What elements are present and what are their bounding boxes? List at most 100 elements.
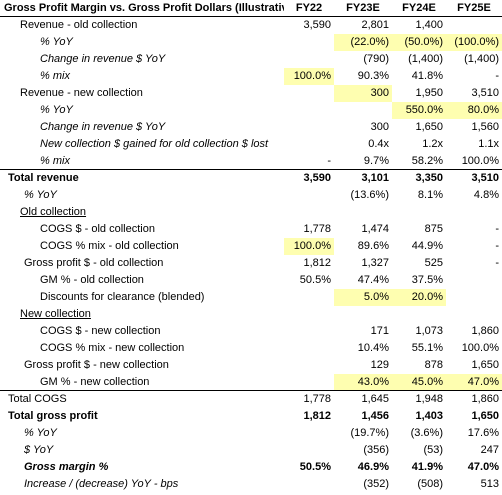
cell-fy25e: - bbox=[495, 223, 499, 235]
cell-fy24e: 3,350 bbox=[415, 172, 443, 184]
cell-fy25e bbox=[446, 272, 502, 289]
cell-fy23e: (352) bbox=[363, 478, 389, 490]
row-gm-pct-new-collection: GM % - new collection 43.0% 45.0% 47.0% bbox=[0, 374, 502, 391]
cell-fy24e bbox=[392, 204, 446, 221]
cell-fy22 bbox=[284, 51, 334, 68]
cell-fy22 bbox=[284, 340, 334, 357]
row-label: Increase / (decrease) YoY - bps bbox=[24, 478, 179, 490]
row-new-collection-heading: New collection bbox=[0, 306, 502, 323]
row-label: Total gross profit bbox=[8, 410, 98, 422]
row-cogs-mix-old-collection: COGS % mix - old collection 100.0% 89.6% 44… bbox=[0, 238, 502, 255]
row-label: New collection bbox=[20, 308, 91, 320]
row-cogs-mix-new-collection: COGS % mix - new collection 10.4% 55.1% 100… bbox=[0, 340, 502, 357]
cell-fy22 bbox=[284, 34, 334, 51]
cell-fy22 bbox=[284, 187, 334, 204]
header-row: Gross Profit Margin vs. Gross Profit Dol… bbox=[0, 0, 502, 17]
cell-fy25e: 100.0% bbox=[461, 155, 499, 167]
row-label: % YoY bbox=[40, 36, 73, 48]
cell-fy23e: 0.4x bbox=[368, 138, 389, 150]
column-header-fy24e: FY24E bbox=[402, 2, 436, 14]
cell-fy23e: 5.0% bbox=[334, 289, 392, 306]
cell-fy22 bbox=[284, 323, 334, 340]
cell-fy25e: 3,510 bbox=[471, 172, 499, 184]
cell-fy25e: 513 bbox=[480, 478, 499, 490]
row-label: % mix bbox=[40, 155, 70, 167]
cell-fy23e: 1,645 bbox=[361, 393, 389, 405]
cell-fy23e bbox=[334, 204, 392, 221]
row-revenue-old-yoy-pct: % YoY (22.0%) (50.0%) (100.0%) bbox=[0, 34, 502, 51]
cell-fy23e: 171 bbox=[370, 325, 389, 337]
row-gross-profit-old-collection: Gross profit $ - old collection 1,812 1,32… bbox=[0, 255, 502, 272]
cell-fy22 bbox=[284, 85, 334, 102]
row-total-revenue: Total revenue 3,590 3,101 3,350 3,510 bbox=[0, 170, 502, 187]
cell-fy24e: 878 bbox=[424, 359, 443, 371]
row-revenue-old-collection: Revenue - old collection 3,590 2,801 1,400 bbox=[0, 17, 502, 34]
cell-fy22: 50.5% bbox=[299, 274, 331, 286]
cell-fy25e bbox=[446, 204, 502, 221]
cell-fy23e: 129 bbox=[370, 359, 389, 371]
cell-fy24e: 45.0% bbox=[392, 374, 446, 391]
cell-fy23e bbox=[334, 306, 392, 323]
cell-fy24e: 44.9% bbox=[411, 240, 443, 252]
cell-fy24e: 1,073 bbox=[415, 325, 443, 337]
cell-fy23e: 10.4% bbox=[357, 342, 389, 354]
row-gm-pct-old-collection: GM % - old collection 50.5% 47.4% 37.5% bbox=[0, 272, 502, 289]
row-total-gross-profit: Total gross profit 1,812 1,456 1,403 1,650 bbox=[0, 408, 502, 425]
row-revenue-old-mix-pct: % mix 100.0% 90.3% 41.8% - bbox=[0, 68, 502, 85]
cell-fy25e: - bbox=[495, 257, 499, 269]
cell-fy23e: 9.7% bbox=[363, 155, 389, 167]
cell-fy22 bbox=[284, 204, 334, 221]
cell-fy22 bbox=[284, 306, 334, 323]
cell-fy22: 1,812 bbox=[303, 257, 331, 269]
cell-fy24e: 37.5% bbox=[411, 274, 443, 286]
cell-fy24e: 1,650 bbox=[415, 121, 443, 133]
row-label: Change in revenue $ YoY bbox=[40, 53, 166, 65]
row-revenue-new-collection: Revenue - new collection 300 1,950 3,510 bbox=[0, 85, 502, 102]
cell-fy24e bbox=[392, 306, 446, 323]
cell-fy22 bbox=[284, 136, 334, 153]
row-total-revenue-yoy-pct: % YoY (13.6%) 8.1% 4.8% bbox=[0, 187, 502, 204]
row-label: Old collection bbox=[20, 206, 87, 218]
sheet-title: Gross Profit Margin vs. Gross Profit Dol… bbox=[4, 2, 284, 14]
cell-fy22 bbox=[284, 476, 334, 493]
row-label: Revenue - old collection bbox=[20, 19, 138, 31]
cell-fy24e: (1,400) bbox=[408, 53, 443, 65]
cell-fy24e: 41.9% bbox=[411, 461, 443, 473]
cell-fy24e: (53) bbox=[423, 444, 443, 456]
cell-fy23e: (22.0%) bbox=[334, 34, 392, 51]
cell-fy25e: 100.0% bbox=[461, 342, 499, 354]
cell-fy23e: 47.4% bbox=[357, 274, 389, 286]
cell-fy25e bbox=[446, 306, 502, 323]
cell-fy24e: (508) bbox=[417, 478, 443, 490]
cell-fy22: 50.5% bbox=[299, 461, 331, 473]
cell-fy25e: 47.0% bbox=[446, 374, 502, 391]
row-label: Gross profit $ - old collection bbox=[24, 257, 164, 269]
row-old-collection-heading: Old collection bbox=[0, 204, 502, 221]
cell-fy25e: - bbox=[495, 70, 499, 82]
row-revenue-old-change-dollars: Change in revenue $ YoY (790) (1,400) (1,40… bbox=[0, 51, 502, 68]
cell-fy23e: 90.3% bbox=[357, 70, 389, 82]
cell-fy24e: 1,403 bbox=[415, 410, 443, 422]
cell-fy22: 1,778 bbox=[303, 393, 331, 405]
cell-fy23e: 1,456 bbox=[361, 410, 389, 422]
column-header-fy23e: FY23E bbox=[346, 2, 380, 14]
cell-fy23e: (790) bbox=[363, 53, 389, 65]
row-label: Discounts for clearance (blended) bbox=[40, 291, 205, 303]
row-new-gained-per-old-lost: New collection $ gained for old collecti… bbox=[0, 136, 502, 153]
cell-fy24e: 1,400 bbox=[415, 19, 443, 31]
row-label: Total COGS bbox=[8, 393, 67, 405]
cell-fy23e: 1,474 bbox=[361, 223, 389, 235]
row-label: % mix bbox=[40, 70, 70, 82]
cell-fy23e: 2,801 bbox=[361, 19, 389, 31]
row-revenue-new-yoy-pct: % YoY 550.0% 80.0% bbox=[0, 102, 502, 119]
cell-fy25e bbox=[446, 289, 502, 306]
row-label: Change in revenue $ YoY bbox=[40, 121, 166, 133]
cell-fy24e: 1.2x bbox=[422, 138, 443, 150]
cell-fy22: 100.0% bbox=[284, 68, 334, 85]
cell-fy22 bbox=[284, 119, 334, 136]
cell-fy25e: 1,650 bbox=[471, 359, 499, 371]
row-label: COGS % mix - old collection bbox=[40, 240, 179, 252]
cell-fy25e bbox=[446, 17, 502, 34]
cell-fy22 bbox=[284, 442, 334, 459]
cell-fy22: 3,590 bbox=[303, 19, 331, 31]
